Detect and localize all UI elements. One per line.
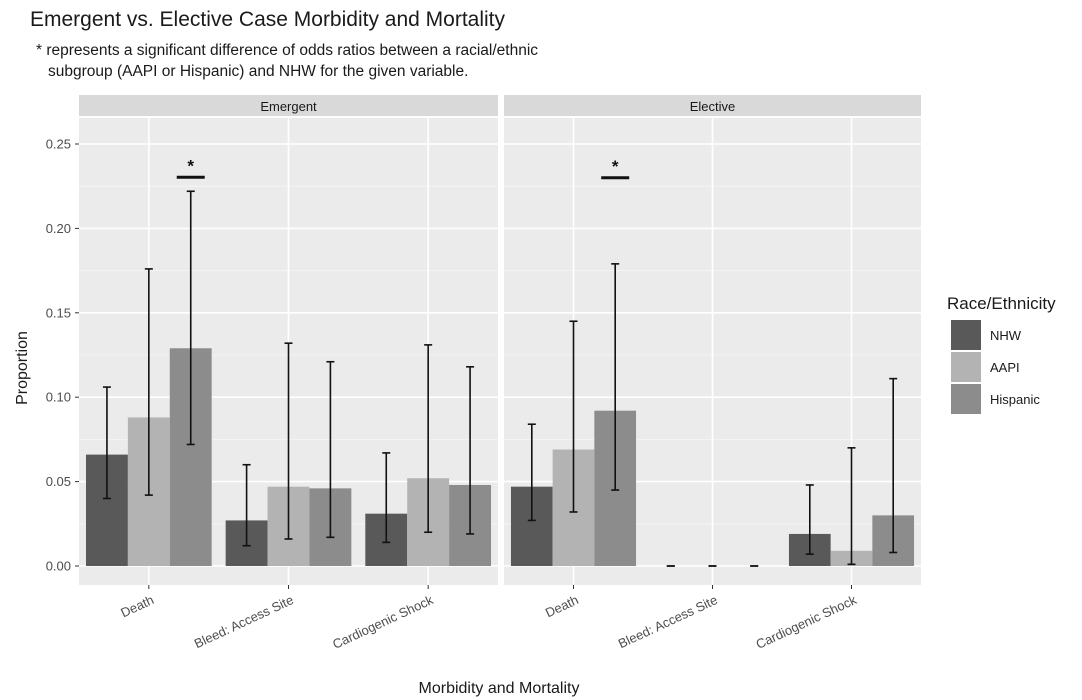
significance-star: * xyxy=(187,156,194,175)
error-bar xyxy=(102,386,111,500)
legend-label-aapi: AAPI xyxy=(990,360,1020,375)
significance-star: * xyxy=(612,157,619,176)
x-tick-label: Cardiogenic Shock xyxy=(330,592,436,652)
error-bar xyxy=(326,360,335,539)
error-bar xyxy=(186,190,195,446)
error-bar xyxy=(847,447,856,566)
x-tick-label: Death xyxy=(543,592,581,620)
error-bar xyxy=(424,344,433,534)
facet-panels: Emergent * Death Bleed: Access Site Cardioge… xyxy=(79,95,921,652)
error-bar xyxy=(805,484,814,555)
y-tick-label: 0.25 xyxy=(46,137,71,152)
error-bar xyxy=(527,423,536,522)
x-tick-label: Death xyxy=(118,592,156,620)
error-bar xyxy=(569,320,578,513)
panel-strip-label: Emergent xyxy=(260,99,317,114)
panel-strip xyxy=(504,95,921,116)
panel-strip-label: Elective xyxy=(690,99,736,114)
legend-swatch-aapi xyxy=(951,352,981,382)
error-bar xyxy=(466,366,475,535)
chart-title: Emergent vs. Elective Case Morbidity and… xyxy=(30,8,506,31)
chart-subtitle-line-2: subgroup (AAPI or Hispanic) and NHW for … xyxy=(48,63,468,80)
x-tick-label: Bleed: Access Site xyxy=(616,592,720,651)
error-bar xyxy=(611,263,620,491)
legend-swatch-hispanic xyxy=(951,384,981,414)
y-tick-label: 0.05 xyxy=(46,474,71,489)
y-tick-label: 0.00 xyxy=(46,559,71,574)
error-bar xyxy=(382,452,391,544)
legend: Race/Ethnicity NHW AAPI Hispanic xyxy=(947,294,1056,414)
legend-label-nhw: NHW xyxy=(990,328,1022,343)
panel-emergent: Emergent * Death Bleed: Access Site Cardioge… xyxy=(79,95,498,652)
chart-subtitle-line-1: * represents a significant difference of… xyxy=(36,42,538,59)
x-tick-label: Bleed: Access Site xyxy=(192,592,296,651)
legend-label-hispanic: Hispanic xyxy=(990,392,1040,407)
y-tick-label: 0.10 xyxy=(46,390,71,405)
legend-title: Race/Ethnicity xyxy=(947,294,1056,313)
y-axis: 0.00 0.05 0.10 0.15 0.20 0.25 xyxy=(46,137,79,574)
y-tick-label: 0.15 xyxy=(46,305,71,320)
panel-elective: Elective * Death Bleed: Access Site Cardioge… xyxy=(504,95,921,652)
legend-swatch-nhw xyxy=(951,320,981,350)
error-bar xyxy=(889,377,898,554)
y-axis-title: Proportion xyxy=(14,331,31,405)
x-axis-title: Morbidity and Mortality xyxy=(419,680,580,697)
y-tick-label: 0.20 xyxy=(46,221,71,236)
error-bar xyxy=(144,268,153,496)
x-tick-label: Cardiogenic Shock xyxy=(754,592,860,652)
panel-strip xyxy=(79,95,498,116)
error-bar xyxy=(242,463,251,547)
error-bar xyxy=(284,342,293,540)
